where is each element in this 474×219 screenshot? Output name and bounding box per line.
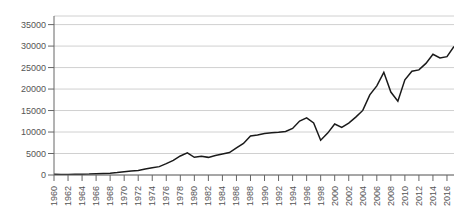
svg-text:1972: 1972 bbox=[133, 186, 143, 206]
svg-text:1990: 1990 bbox=[260, 186, 270, 206]
svg-text:2002: 2002 bbox=[344, 186, 354, 206]
svg-text:1994: 1994 bbox=[288, 186, 298, 206]
svg-text:1960: 1960 bbox=[49, 186, 59, 206]
svg-text:2000: 2000 bbox=[330, 186, 340, 206]
svg-text:1974: 1974 bbox=[147, 186, 157, 206]
svg-text:0: 0 bbox=[41, 170, 46, 180]
svg-text:1962: 1962 bbox=[63, 186, 73, 206]
svg-text:2004: 2004 bbox=[358, 186, 368, 206]
svg-text:15000: 15000 bbox=[21, 106, 46, 116]
svg-text:2006: 2006 bbox=[372, 186, 382, 206]
svg-text:1986: 1986 bbox=[231, 186, 241, 206]
svg-text:1970: 1970 bbox=[119, 186, 129, 206]
svg-text:1996: 1996 bbox=[302, 186, 312, 206]
svg-text:20000: 20000 bbox=[21, 84, 46, 94]
svg-text:10000: 10000 bbox=[21, 127, 46, 137]
svg-text:35000: 35000 bbox=[21, 20, 46, 30]
svg-text:1980: 1980 bbox=[189, 186, 199, 206]
svg-text:1982: 1982 bbox=[203, 186, 213, 206]
svg-text:1988: 1988 bbox=[245, 186, 255, 206]
svg-text:5000: 5000 bbox=[26, 149, 46, 159]
svg-text:1984: 1984 bbox=[217, 186, 227, 206]
svg-text:1976: 1976 bbox=[161, 186, 171, 206]
svg-text:1978: 1978 bbox=[175, 186, 185, 206]
svg-text:2008: 2008 bbox=[386, 186, 396, 206]
svg-text:30000: 30000 bbox=[21, 41, 46, 51]
svg-text:1998: 1998 bbox=[316, 186, 326, 206]
svg-text:2012: 2012 bbox=[414, 186, 424, 206]
svg-text:25000: 25000 bbox=[21, 63, 46, 73]
svg-text:1968: 1968 bbox=[105, 186, 115, 206]
svg-text:1966: 1966 bbox=[91, 186, 101, 206]
svg-text:2014: 2014 bbox=[428, 186, 438, 206]
svg-text:1992: 1992 bbox=[274, 186, 284, 206]
svg-text:2016: 2016 bbox=[442, 186, 452, 206]
svg-text:2010: 2010 bbox=[400, 186, 410, 206]
svg-text:1964: 1964 bbox=[77, 186, 87, 206]
